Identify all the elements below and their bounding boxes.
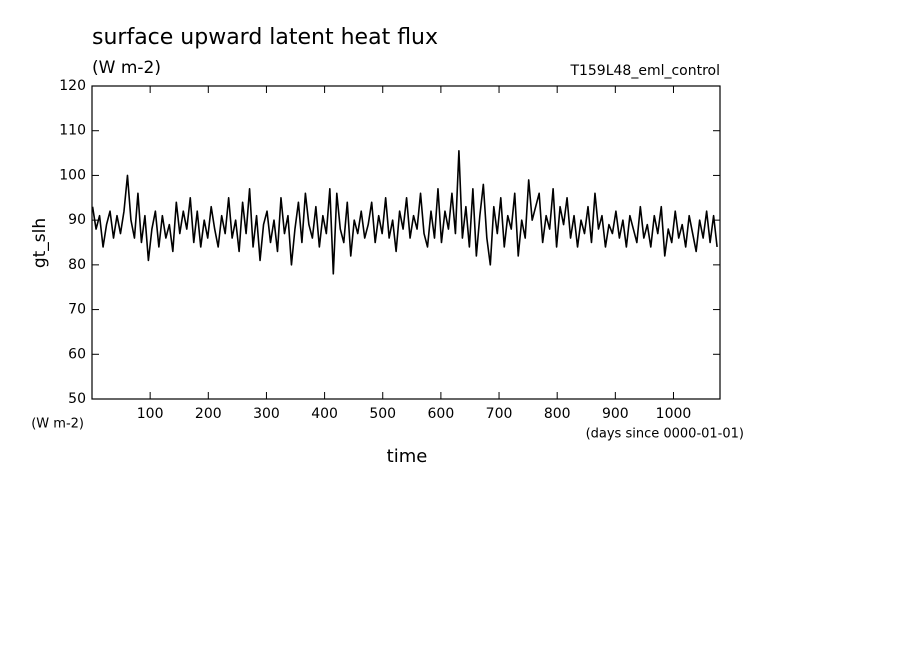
- y-tick-label: 50: [68, 391, 86, 407]
- x-tick-label: 1000: [656, 406, 692, 422]
- y-tick-label: 90: [68, 212, 86, 228]
- chart-title: surface upward latent heat flux: [92, 25, 438, 50]
- plot-frame: [91, 85, 721, 400]
- x-tick-label: 700: [486, 406, 513, 422]
- x-tick-label: 300: [253, 406, 280, 422]
- y-tick-label: 100: [59, 167, 86, 183]
- y-unit: (W m-2): [31, 417, 84, 432]
- chart-subtitle: (W m-2): [92, 58, 161, 78]
- x-tick-label: 600: [428, 406, 455, 422]
- y-tick-label: 70: [68, 302, 86, 318]
- x-tick-label: 100: [137, 406, 164, 422]
- x-axis-label: time: [387, 446, 428, 467]
- x-tick-label: 800: [544, 406, 571, 422]
- y-axis-label: gt_slh: [30, 218, 50, 268]
- data-line: [91, 150, 718, 275]
- y-tick-label: 120: [59, 78, 86, 94]
- x-tick-label: 900: [602, 406, 629, 422]
- y-tick-label: 80: [68, 257, 86, 273]
- annotation: T159L48_eml_control: [569, 63, 720, 79]
- y-tick-label: 110: [59, 123, 86, 139]
- y-tick-label: 60: [68, 346, 86, 362]
- x-tick-label: 200: [195, 406, 222, 422]
- x-tick-label: 400: [311, 406, 338, 422]
- x-unit: (days since 0000-01-01): [586, 427, 744, 442]
- x-tick-label: 500: [369, 406, 396, 422]
